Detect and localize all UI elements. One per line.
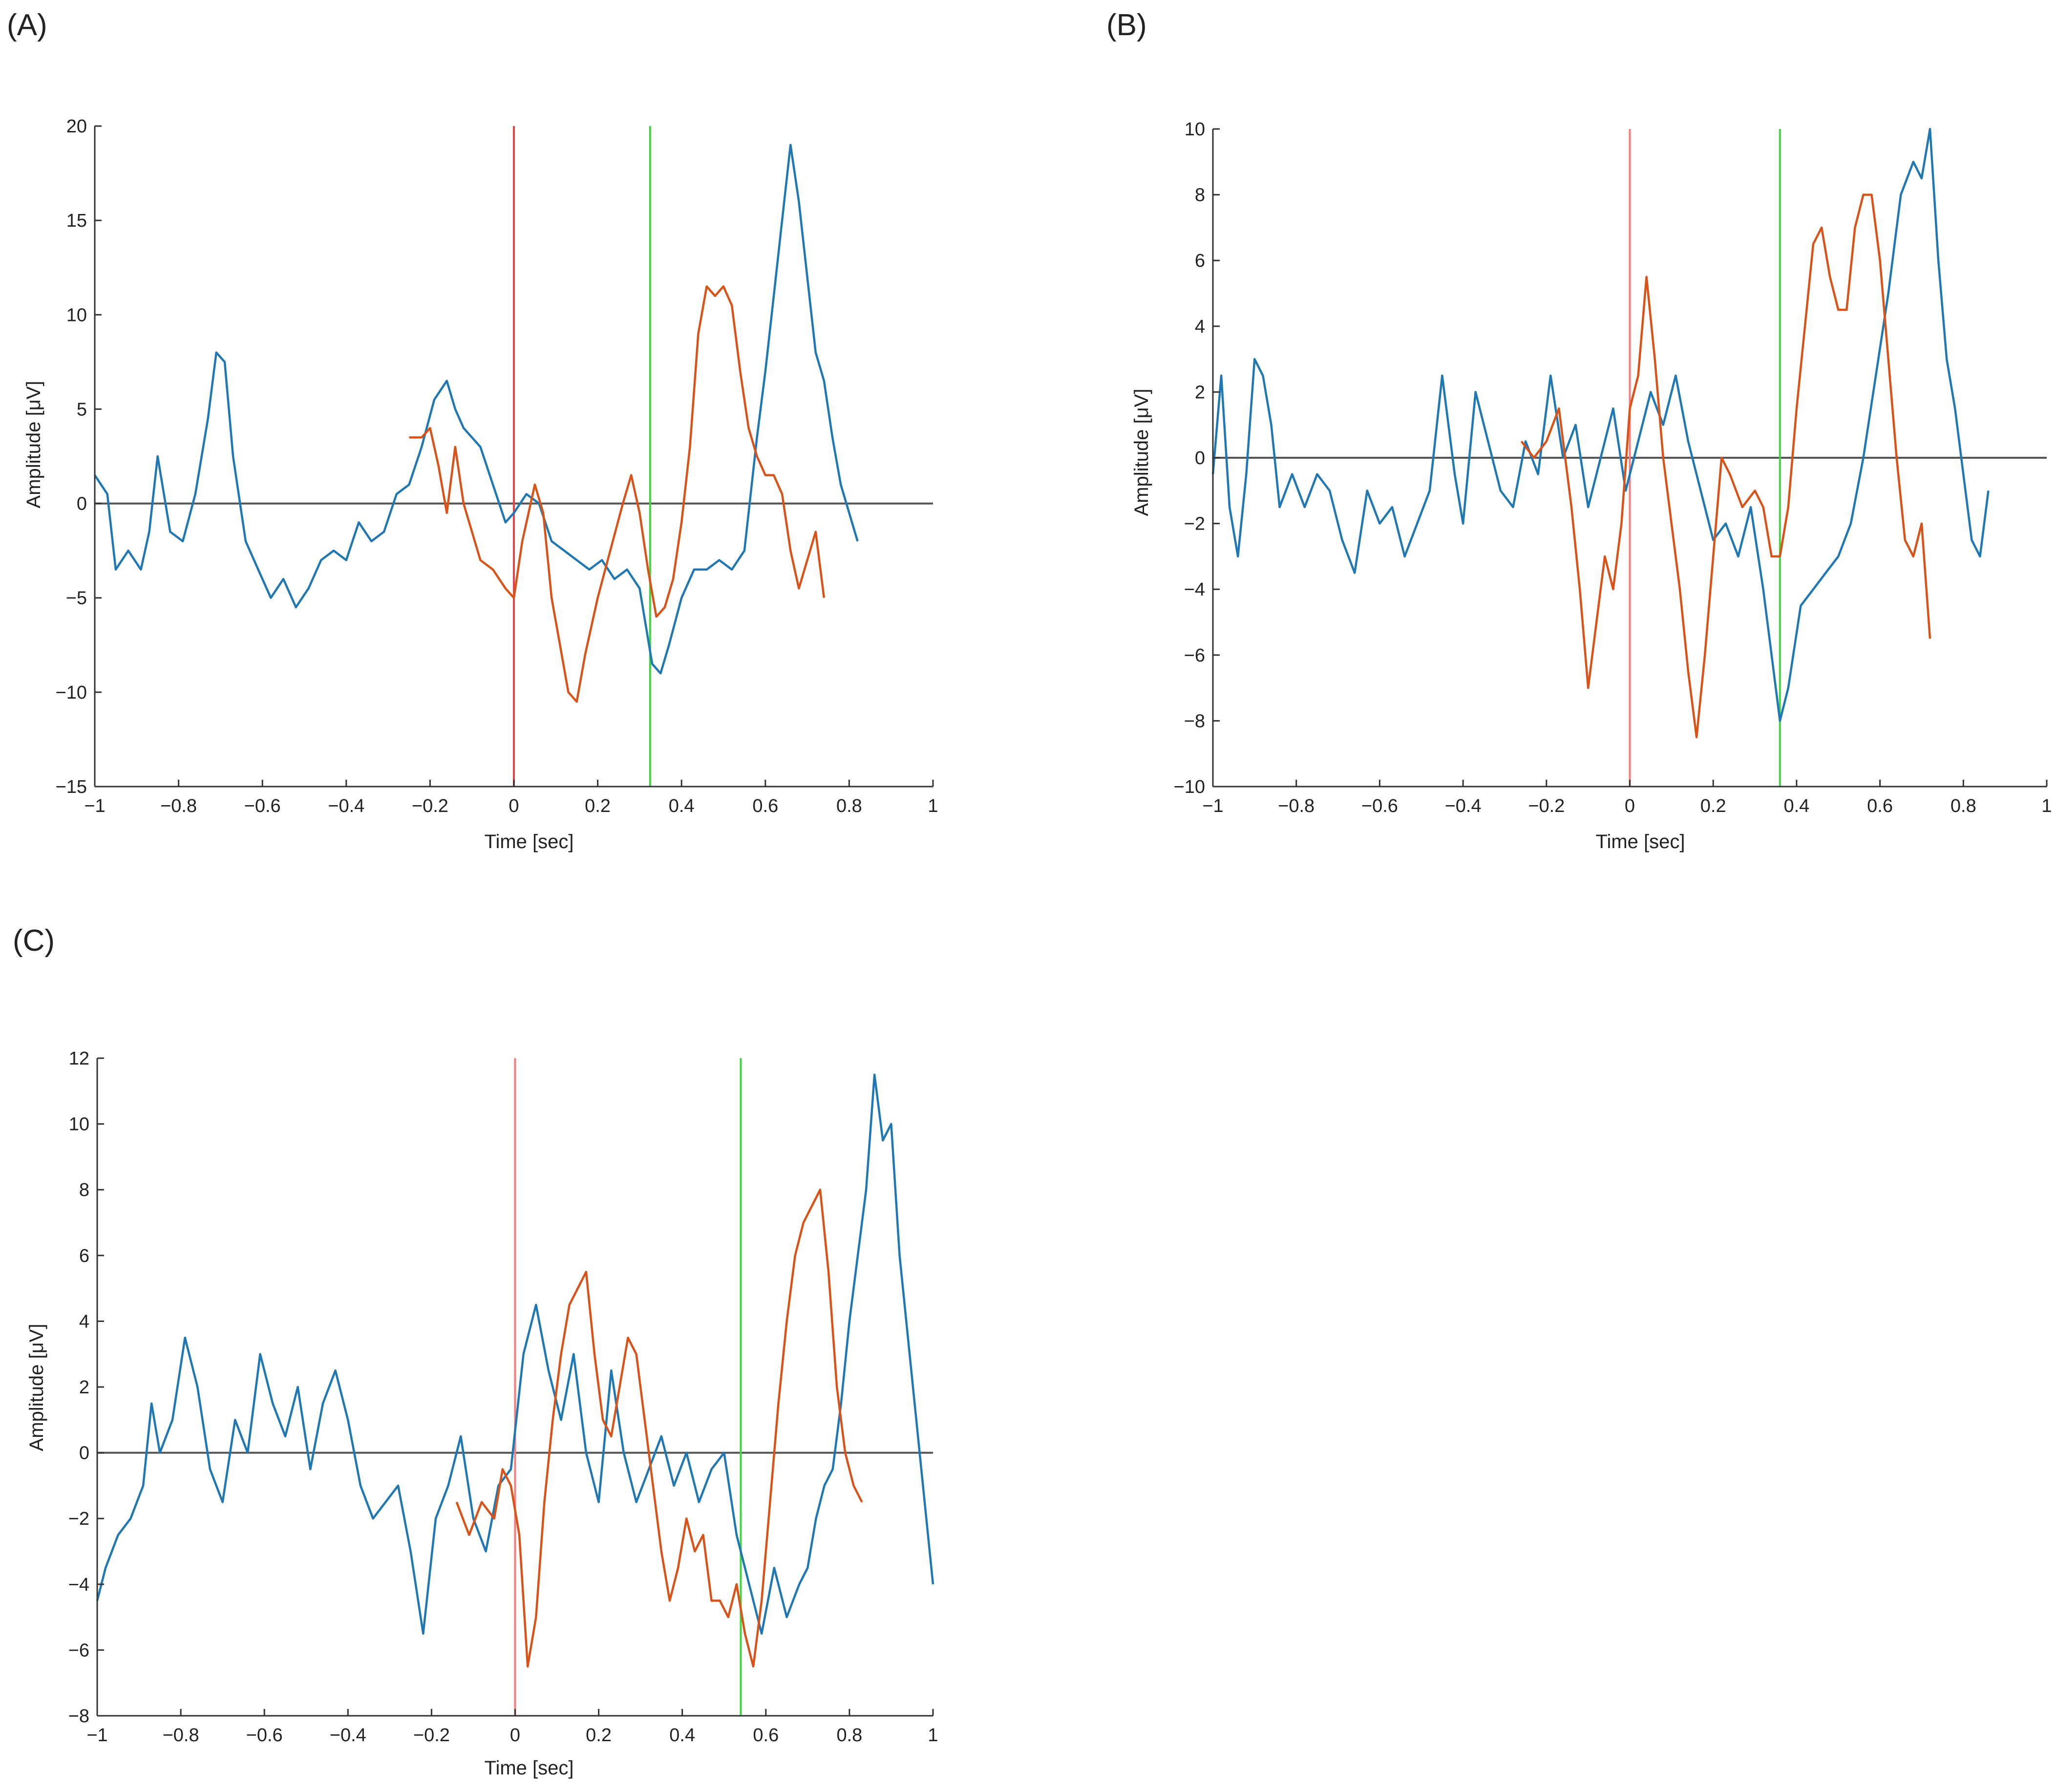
x-tick-label: 0.8 (1951, 796, 1976, 816)
y-tick-label: 2 (79, 1377, 89, 1398)
x-tick-label: −0.2 (413, 1725, 450, 1746)
y-tick-label: 6 (1195, 251, 1205, 271)
x-axis-title: Time [sec] (485, 831, 574, 853)
y-tick-label: 8 (1195, 185, 1205, 206)
x-tick-label: −0.8 (160, 796, 197, 816)
x-tick-label: 1 (928, 796, 938, 816)
panel-label: (B) (1106, 8, 1147, 42)
x-tick-label: 0.2 (586, 1725, 612, 1746)
x-tick-label: 0.6 (752, 796, 778, 816)
x-tick-label: −1 (84, 796, 105, 816)
y-tick-label: 15 (66, 211, 87, 231)
chart-panel-c: (C) −1 −0.8 −0.6 −0.4 −0.2 0 0.2 0.4 0.6 0.8 1 −8 −6… (13, 924, 938, 1779)
y-tick-label: −10 (56, 683, 87, 703)
x-tick-label: −0.2 (1528, 796, 1565, 816)
y-axis-title: Amplitude [μV] (26, 1324, 47, 1451)
x-tick-label: −0.2 (412, 796, 448, 816)
y-tick-label: −4 (1184, 579, 1205, 600)
y-tick-label: 10 (66, 305, 87, 325)
x-tick-label: −0.8 (1278, 796, 1315, 816)
x-tick-label: 0.2 (1700, 796, 1726, 816)
x-tick-label: 0.4 (669, 796, 695, 816)
x-tick-label: −0.4 (1445, 796, 1482, 816)
x-axis-title: Time [sec] (485, 1757, 574, 1779)
y-tick-label: −8 (68, 1706, 89, 1727)
y-tick-label: 6 (79, 1246, 89, 1266)
panel-label: (C) (13, 924, 55, 958)
series-line-orange (455, 1188, 863, 1668)
x-tick-label: −0.4 (330, 1725, 366, 1746)
x-tick-label: −0.6 (244, 796, 281, 816)
x-tick-label: 0 (510, 1725, 520, 1746)
x-tick-label: 1 (2041, 796, 2052, 816)
x-tick-label: 0.8 (836, 796, 862, 816)
y-tick-label: 0 (1195, 448, 1205, 469)
y-tick-label: −10 (1174, 777, 1205, 797)
chart-panel-b: (B) −1 −0.8 −0.6 −0.4 −0.2 0 0.2 0.4 0.6 0.8 1 −10 −… (1106, 8, 2052, 853)
y-tick-label: −6 (1184, 645, 1205, 666)
y-tick-label: 10 (69, 1114, 89, 1135)
x-tick-label: 0.8 (836, 1725, 862, 1746)
series-line-orange (1520, 193, 1931, 739)
x-tick-label: 0.2 (585, 796, 611, 816)
y-axis-title: Amplitude [μV] (23, 381, 44, 509)
x-tick-label: 0 (1625, 796, 1635, 816)
chart-panel-a: (A) −1 −0.8 −0.6 −0.4 −0.2 0 0.2 0.4 0.6 0.8 1 −15 −… (7, 8, 938, 853)
y-tick-label: −2 (68, 1509, 89, 1529)
y-tick-label: 12 (69, 1048, 89, 1069)
x-tick-label: 0.6 (1867, 796, 1893, 816)
x-tick-label: −1 (1202, 796, 1223, 816)
series-line-blue (1211, 128, 1990, 722)
y-tick-label: −15 (56, 777, 87, 797)
y-tick-label: −2 (1184, 514, 1205, 534)
y-tick-label: −4 (68, 1575, 89, 1595)
y-tick-label: 20 (66, 116, 87, 137)
x-tick-label: −1 (86, 1725, 107, 1746)
y-tick-label: 0 (77, 494, 87, 514)
y-tick-label: −8 (1184, 711, 1205, 731)
x-tick-label: 0.4 (669, 1725, 695, 1746)
y-tick-label: −6 (68, 1640, 89, 1661)
x-tick-label: −0.4 (328, 796, 364, 816)
y-axis-title: Amplitude [μV] (1131, 389, 1152, 516)
y-tick-label: 8 (79, 1180, 89, 1200)
x-tick-label: −0.8 (163, 1725, 199, 1746)
y-tick-label: 2 (1195, 382, 1205, 403)
series-line-blue (94, 144, 859, 675)
y-tick-label: 10 (1185, 119, 1205, 140)
series-line-blue (96, 1073, 934, 1635)
y-tick-label: 4 (1195, 317, 1205, 337)
x-tick-label: 0 (509, 796, 519, 816)
y-tick-label: 4 (79, 1311, 89, 1332)
y-tick-label: 5 (77, 399, 87, 420)
series-line-orange (409, 285, 826, 703)
x-axis-title: Time [sec] (1596, 831, 1685, 853)
x-tick-label: −0.6 (246, 1725, 283, 1746)
x-tick-label: 1 (928, 1725, 938, 1746)
x-tick-label: −0.6 (1361, 796, 1398, 816)
y-tick-label: 0 (79, 1443, 89, 1464)
y-tick-label: −5 (66, 588, 87, 609)
x-tick-label: 0.4 (1783, 796, 1809, 816)
panel-label: (A) (7, 8, 47, 42)
x-tick-label: 0.6 (753, 1725, 779, 1746)
